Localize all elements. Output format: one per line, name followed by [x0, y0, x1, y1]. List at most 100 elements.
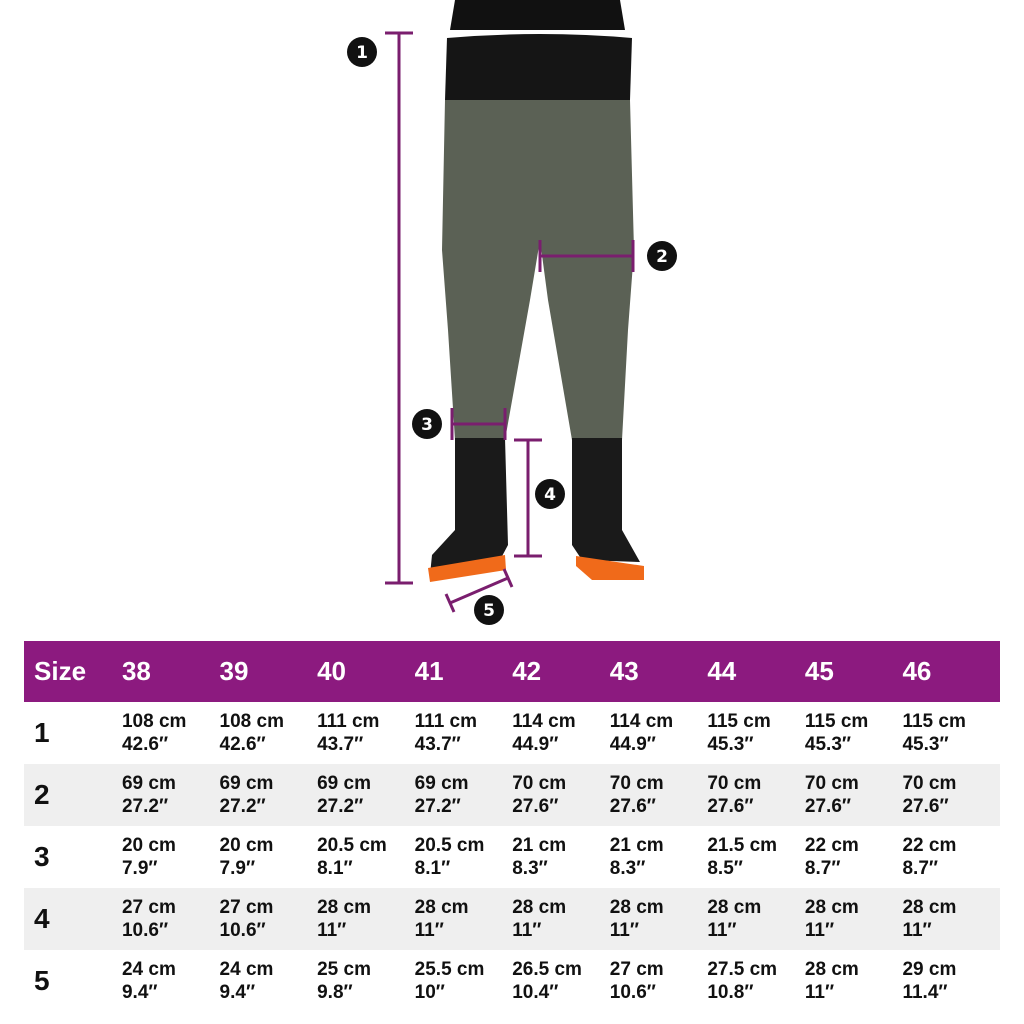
svg-text:2: 2 [656, 247, 668, 267]
table-row: 5 24 cm 9.4″ 24 cm 9.4″ 25 cm 9.8″ 25.5 cm 10″ 26… [24, 950, 1000, 1012]
value-inch: 44.9″ [512, 734, 559, 755]
value-inch: 27.6″ [609, 796, 656, 817]
value-inch: 10.8″ [707, 982, 754, 1003]
marker-2: 2 [647, 241, 677, 271]
value-inch: 8.3″ [609, 858, 646, 879]
table-cell: 29 cm 11.4″ [902, 958, 1000, 1004]
value-inch: 27.2″ [317, 796, 364, 817]
value-cm: 70 cm [609, 773, 664, 794]
value-inch: 45.3″ [707, 734, 754, 755]
value-cm: 24 cm [219, 959, 274, 980]
value-inch: 7.9″ [121, 858, 158, 879]
table-cell: 27 cm 10.6″ [220, 896, 318, 942]
value-cm: 20.5 cm [317, 835, 387, 856]
value-inch: 8.1″ [317, 858, 353, 879]
table-cell: 28 cm 11″ [512, 896, 610, 942]
table-cell: 21 cm 8.3″ [512, 834, 610, 880]
row-label: 2 [34, 779, 50, 810]
value-inch: 11″ [902, 920, 932, 941]
wader-product-image [428, 0, 644, 582]
table-cell: 20.5 cm 8.1″ [415, 834, 513, 880]
value-cm: 27.5 cm [707, 959, 778, 980]
row-label: 5 [34, 965, 50, 996]
table-row: 3 20 cm 7.9″ 20 cm 7.9″ 20.5 cm 8.1″ 20.5 cm 8.1… [24, 826, 1000, 888]
svg-text:1: 1 [356, 43, 368, 63]
table-cell: 28 cm 11″ [610, 896, 708, 942]
table-cell: 20 cm 7.9″ [220, 834, 318, 880]
value-cm: 70 cm [707, 773, 762, 794]
value-inch: 45.3″ [804, 734, 851, 755]
value-inch: 42.6″ [121, 734, 169, 755]
table-cell: 115 cm 45.3″ [707, 710, 805, 756]
value-cm: 20.5 cm [414, 835, 485, 856]
table-cell: 21 cm 8.3″ [610, 834, 708, 880]
value-inch: 27.6″ [804, 796, 851, 817]
value-inch: 27.6″ [707, 796, 754, 817]
value-cm: 115 cm [804, 711, 869, 732]
value-cm: 28 cm [804, 897, 859, 918]
table-cell: 22 cm 8.7″ [902, 834, 1000, 880]
header-size-40: 40 [317, 656, 347, 686]
header-size-42: 42 [512, 656, 542, 686]
value-cm: 27 cm [121, 897, 176, 918]
value-cm: 27 cm [219, 897, 274, 918]
table-cell: 69 cm 27.2″ [415, 772, 513, 818]
table-cell: 28 cm 11″ [805, 958, 903, 1004]
svg-text:4: 4 [544, 485, 556, 505]
value-inch: 8.1″ [414, 858, 451, 879]
value-inch: 27.2″ [219, 796, 266, 817]
table-cell: 69 cm 27.2″ [122, 772, 220, 818]
value-inch: 9.4″ [121, 982, 158, 1003]
table-cell: 21.5 cm 8.5″ [707, 834, 805, 880]
value-cm: 108 cm [121, 711, 187, 732]
value-inch: 11″ [707, 920, 737, 941]
table-cell: 70 cm 27.6″ [610, 772, 708, 818]
table-cell: 70 cm 27.6″ [805, 772, 903, 818]
row-label: 3 [34, 841, 50, 872]
table-cell: 27 cm 10.6″ [610, 958, 708, 1004]
value-inch: 9.4″ [219, 982, 256, 1003]
size-table-header: Size 38 39 40 41 42 43 44 45 46 [24, 641, 1000, 702]
value-cm: 111 cm [317, 711, 380, 732]
table-row: 4 27 cm 10.6″ 27 cm 10.6″ 28 cm 11″ 28 cm 11″ 28 … [24, 888, 1000, 950]
svg-text:3: 3 [421, 415, 433, 435]
table-cell: 70 cm 27.6″ [707, 772, 805, 818]
value-inch: 9.8″ [317, 982, 353, 1003]
value-cm: 28 cm [317, 897, 371, 918]
table-cell: 69 cm 27.2″ [317, 772, 415, 818]
header-size-45: 45 [804, 656, 834, 686]
value-cm: 24 cm [121, 959, 176, 980]
value-cm: 28 cm [804, 959, 859, 980]
table-cell: 20 cm 7.9″ [122, 834, 220, 880]
value-inch: 11″ [414, 920, 444, 941]
value-cm: 28 cm [512, 897, 567, 918]
value-inch: 8.3″ [512, 858, 548, 879]
value-cm: 70 cm [902, 773, 957, 794]
value-cm: 115 cm [707, 711, 771, 732]
table-cell: 111 cm 43.7″ [317, 710, 415, 756]
value-inch: 27.6″ [902, 796, 949, 817]
value-inch: 27.2″ [414, 796, 461, 817]
table-cell: 28 cm 11″ [317, 896, 415, 942]
value-cm: 28 cm [707, 897, 762, 918]
table-cell: 20.5 cm 8.1″ [317, 834, 415, 880]
value-cm: 108 cm [219, 711, 284, 732]
table-cell: 70 cm 27.6″ [512, 772, 610, 818]
table-cell: 115 cm 45.3″ [902, 710, 1000, 756]
value-inch: 8.5″ [707, 858, 743, 879]
value-cm: 114 cm [609, 711, 674, 732]
value-cm: 114 cm [512, 711, 576, 732]
value-inch: 11″ [512, 920, 542, 941]
value-cm: 21.5 cm [707, 835, 778, 856]
svg-text:5: 5 [483, 601, 495, 621]
value-cm: 20 cm [121, 835, 176, 856]
value-inch: 11″ [609, 920, 639, 941]
row-label: 1 [34, 717, 50, 748]
value-inch: 43.7″ [414, 734, 461, 755]
table-cell: 115 cm 45.3″ [805, 710, 903, 756]
value-cm: 22 cm [902, 835, 957, 856]
value-inch: 45.3″ [902, 734, 949, 755]
value-cm: 69 cm [317, 773, 371, 794]
marker-5: 5 [474, 595, 504, 625]
value-inch: 11.4″ [902, 982, 948, 1003]
